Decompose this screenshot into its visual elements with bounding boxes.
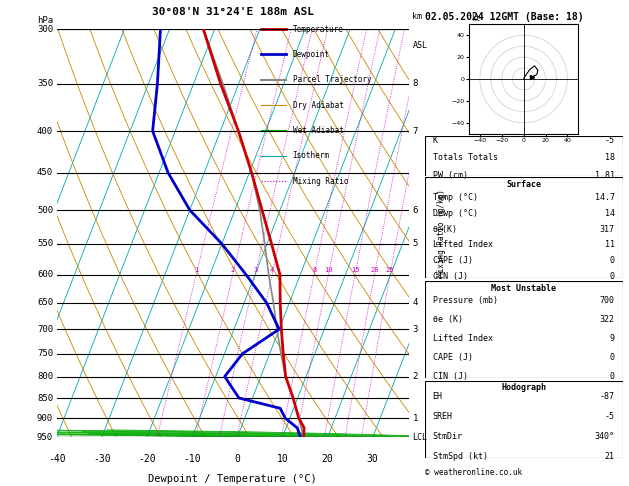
Text: 950: 950	[37, 433, 53, 442]
Text: 3: 3	[413, 325, 418, 334]
Text: 9: 9	[610, 334, 615, 343]
Text: 30°08'N 31°24'E 188m ASL: 30°08'N 31°24'E 188m ASL	[152, 7, 314, 17]
Text: StmDir: StmDir	[433, 432, 462, 441]
Text: Parcel Trajectory: Parcel Trajectory	[292, 75, 371, 84]
Text: -30: -30	[93, 454, 111, 464]
Text: 700: 700	[600, 296, 615, 305]
Text: -5: -5	[605, 412, 615, 421]
Text: -20: -20	[138, 454, 156, 464]
Text: 700: 700	[37, 325, 53, 334]
Text: 20: 20	[370, 267, 379, 273]
Text: Temperature: Temperature	[292, 25, 343, 34]
Text: 7: 7	[413, 126, 418, 136]
Text: 20: 20	[321, 454, 333, 464]
Text: 450: 450	[37, 168, 53, 177]
Text: LCL: LCL	[413, 433, 427, 442]
Text: Dry Adiabat: Dry Adiabat	[292, 101, 343, 109]
Text: 10: 10	[277, 454, 288, 464]
Text: hPa: hPa	[37, 16, 53, 25]
Text: kt: kt	[471, 14, 481, 23]
Text: 10: 10	[324, 267, 333, 273]
Text: 1.81: 1.81	[595, 171, 615, 180]
Text: EH: EH	[433, 392, 442, 400]
Text: km: km	[413, 12, 422, 21]
Text: © weatheronline.co.uk: © weatheronline.co.uk	[425, 468, 521, 477]
Text: θe (K): θe (K)	[433, 315, 462, 324]
Text: 14: 14	[605, 209, 615, 218]
Text: 400: 400	[37, 126, 53, 136]
Text: 340°: 340°	[595, 432, 615, 441]
Text: 14.7: 14.7	[595, 193, 615, 202]
Text: θe(K): θe(K)	[433, 225, 457, 234]
Text: 4: 4	[270, 267, 274, 273]
Text: 1: 1	[194, 267, 198, 273]
Text: Lifted Index: Lifted Index	[433, 241, 493, 249]
Text: -5: -5	[605, 136, 615, 144]
Text: 02.05.2024 12GMT (Base: 18): 02.05.2024 12GMT (Base: 18)	[425, 12, 583, 22]
Text: ASL: ASL	[413, 41, 427, 51]
Text: Wet Adiabat: Wet Adiabat	[292, 126, 343, 135]
Text: Dewpoint / Temperature (°C): Dewpoint / Temperature (°C)	[148, 474, 317, 484]
Text: 550: 550	[37, 239, 53, 248]
Text: 5: 5	[413, 239, 418, 248]
Text: 650: 650	[37, 298, 53, 308]
Text: Dewpoint: Dewpoint	[292, 50, 330, 59]
Text: 30: 30	[367, 454, 379, 464]
Text: 350: 350	[37, 79, 53, 88]
Text: Mixing Ratio: Mixing Ratio	[292, 176, 348, 186]
Text: Hodograph: Hodograph	[501, 383, 546, 392]
Text: 1: 1	[413, 414, 418, 423]
Text: Surface: Surface	[506, 180, 541, 190]
Text: 11: 11	[605, 241, 615, 249]
Text: K: K	[433, 136, 438, 144]
Text: 8: 8	[413, 79, 418, 88]
Text: 25: 25	[386, 267, 394, 273]
Text: 850: 850	[37, 394, 53, 402]
Text: 0: 0	[610, 256, 615, 265]
Text: SREH: SREH	[433, 412, 452, 421]
Text: 0: 0	[610, 272, 615, 281]
Text: 500: 500	[37, 206, 53, 215]
Text: 0: 0	[235, 454, 240, 464]
Text: CIN (J): CIN (J)	[433, 372, 467, 381]
Text: PW (cm): PW (cm)	[433, 171, 467, 180]
Text: StmSpd (kt): StmSpd (kt)	[433, 452, 487, 461]
Text: CAPE (J): CAPE (J)	[433, 256, 472, 265]
Text: 317: 317	[600, 225, 615, 234]
Text: 15: 15	[351, 267, 359, 273]
Text: 8: 8	[312, 267, 316, 273]
Text: 18: 18	[605, 153, 615, 162]
Text: 6: 6	[413, 206, 418, 215]
Text: Totals Totals: Totals Totals	[433, 153, 498, 162]
Text: Isotherm: Isotherm	[292, 151, 330, 160]
Text: 900: 900	[37, 414, 53, 423]
Text: -40: -40	[48, 454, 65, 464]
Text: 0: 0	[610, 353, 615, 362]
Text: Lifted Index: Lifted Index	[433, 334, 493, 343]
Text: 2: 2	[231, 267, 235, 273]
Text: Pressure (mb): Pressure (mb)	[433, 296, 498, 305]
Text: -87: -87	[600, 392, 615, 400]
Text: 4: 4	[413, 298, 418, 308]
Text: 322: 322	[600, 315, 615, 324]
Text: Most Unstable: Most Unstable	[491, 284, 556, 293]
Text: CAPE (J): CAPE (J)	[433, 353, 472, 362]
Text: 3: 3	[253, 267, 257, 273]
Text: 21: 21	[605, 452, 615, 461]
Text: CIN (J): CIN (J)	[433, 272, 467, 281]
Text: Temp (°C): Temp (°C)	[433, 193, 477, 202]
Text: 2: 2	[413, 372, 418, 381]
Text: 800: 800	[37, 372, 53, 381]
Text: -10: -10	[183, 454, 201, 464]
Text: 750: 750	[37, 349, 53, 358]
Text: Dewp (°C): Dewp (°C)	[433, 209, 477, 218]
Text: 300: 300	[37, 25, 53, 34]
Text: 0: 0	[610, 372, 615, 381]
Text: 600: 600	[37, 270, 53, 279]
Text: Mixing Ratio (g/kg): Mixing Ratio (g/kg)	[437, 190, 446, 277]
